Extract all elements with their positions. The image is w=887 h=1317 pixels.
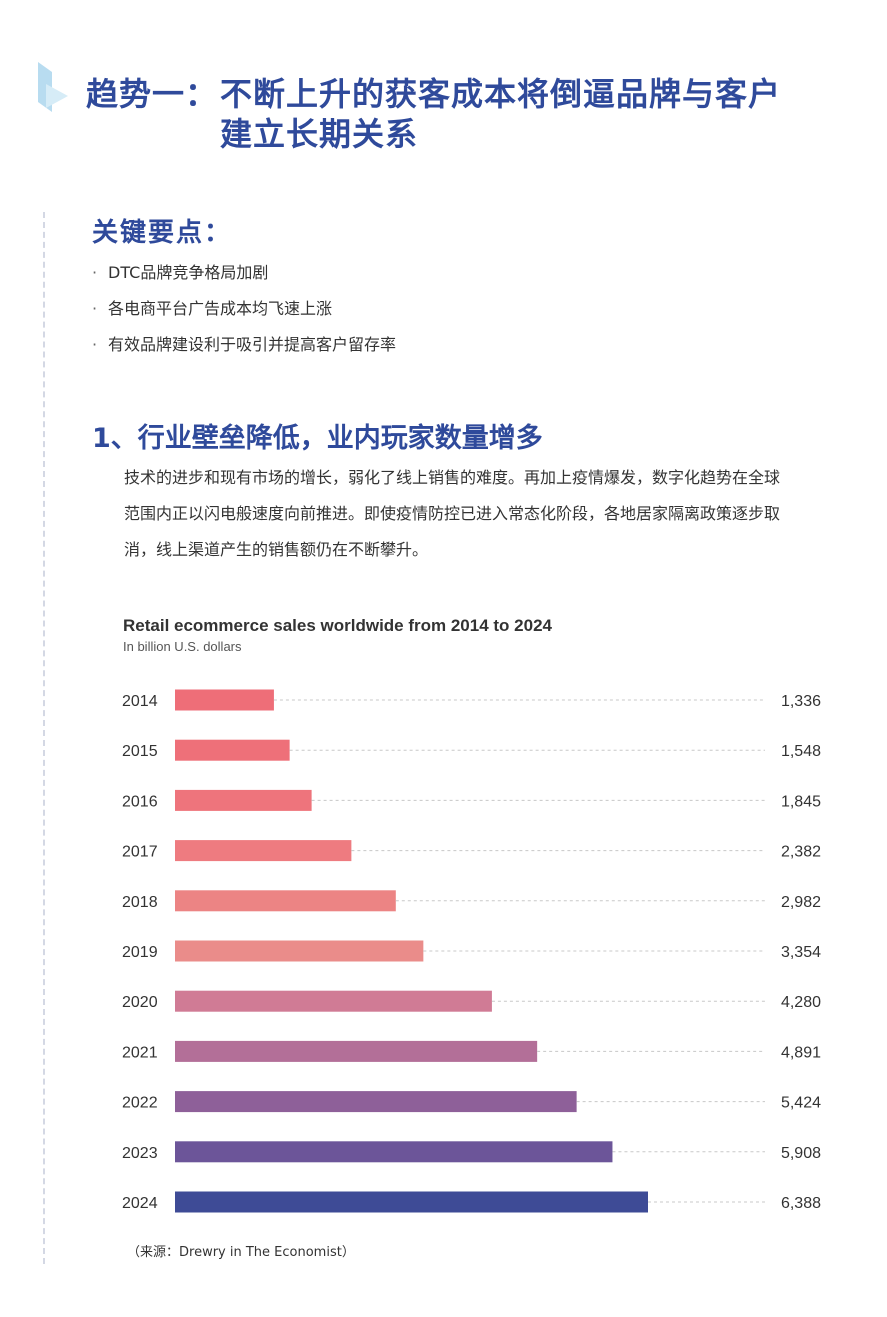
left-dashed-divider bbox=[43, 212, 45, 1264]
bar bbox=[175, 1141, 613, 1163]
year-label: 2022 bbox=[122, 1095, 158, 1112]
bullet-dot-icon: · bbox=[92, 299, 98, 318]
year-label: 2024 bbox=[122, 1195, 158, 1212]
value-label: 2,982 bbox=[781, 894, 821, 911]
bar-chart: 2014 1,336 2015 1,548 2016 1,845 2017 2,382 2018… bbox=[122, 689, 821, 1213]
value-label: 4,891 bbox=[781, 1044, 821, 1061]
bar bbox=[175, 739, 290, 761]
value-label: 4,280 bbox=[781, 994, 821, 1011]
key-point-item: · 各电商平台广告成本均飞速上涨 bbox=[92, 298, 396, 334]
key-points-list: · DTC品牌竞争格局加剧 · 各电商平台广告成本均飞速上涨 · 有效品牌建设利于吸引… bbox=[92, 262, 396, 370]
chart-title: Retail ecommerce sales worldwide from 20… bbox=[123, 616, 552, 635]
page-title-prefix: 趋势一： bbox=[86, 75, 219, 113]
year-label: 2017 bbox=[122, 844, 158, 861]
value-label: 1,845 bbox=[781, 793, 821, 810]
year-label: 2016 bbox=[122, 793, 158, 810]
bar bbox=[175, 940, 424, 962]
value-label: 3,354 bbox=[781, 944, 821, 961]
paragraph-line: 技术的进步和现有市场的增长，弱化了线上销售的难度。再加上疫情爆发，数字化趋势在全… bbox=[124, 468, 781, 487]
section-title: 1、行业壁垒降低，业内玩家数量增多 bbox=[92, 423, 543, 454]
bullet-dot-icon: · bbox=[92, 335, 98, 354]
year-label: 2014 bbox=[122, 693, 158, 710]
bar bbox=[175, 1091, 577, 1113]
bar bbox=[175, 789, 312, 811]
value-label: 1,336 bbox=[781, 693, 821, 710]
value-label: 1,548 bbox=[781, 743, 821, 760]
heading-decoration-icon bbox=[38, 62, 74, 122]
key-point-item: · DTC品牌竞争格局加剧 bbox=[92, 262, 396, 298]
source-note: （来源：Drewry in The Economist） bbox=[127, 1245, 355, 1260]
paragraph-line: 范围内正以闪电般速度向前推进。即使疫情防控已进入常态化阶段，各地居家隔离政策逐步… bbox=[124, 504, 781, 523]
year-label: 2021 bbox=[122, 1044, 158, 1061]
key-point-text: 有效品牌建设利于吸引并提高客户留存率 bbox=[108, 335, 397, 354]
chart-subtitle: In billion U.S. dollars bbox=[123, 639, 242, 654]
bar bbox=[175, 1191, 648, 1213]
key-point-text: 各电商平台广告成本均飞速上涨 bbox=[108, 299, 333, 318]
paragraph-line: 消，线上渠道产生的销售额仍在不断攀升。 bbox=[124, 540, 429, 559]
value-label: 2,382 bbox=[781, 844, 821, 861]
bar bbox=[175, 1040, 538, 1062]
bullet-dot-icon: · bbox=[92, 263, 98, 282]
bar bbox=[175, 689, 274, 711]
year-label: 2018 bbox=[122, 894, 158, 911]
year-label: 2019 bbox=[122, 944, 158, 961]
bar bbox=[175, 890, 396, 912]
bar bbox=[175, 840, 352, 862]
page-title-line2: 建立长期关系 bbox=[220, 115, 419, 153]
value-label: 5,908 bbox=[781, 1145, 821, 1162]
value-label: 6,388 bbox=[781, 1195, 821, 1212]
key-points-title: 关键要点： bbox=[92, 218, 233, 248]
key-point-item: · 有效品牌建设利于吸引并提高客户留存率 bbox=[92, 334, 396, 370]
year-label: 2020 bbox=[122, 994, 158, 1011]
bar bbox=[175, 990, 492, 1012]
value-label: 5,424 bbox=[781, 1095, 821, 1112]
key-point-text: DTC品牌竞争格局加剧 bbox=[108, 263, 269, 282]
page-title-line1: 不断上升的获客成本将倒逼品牌与客户 bbox=[220, 75, 782, 113]
section-paragraph: 技术的进步和现有市场的增长，弱化了线上销售的难度。再加上疫情爆发，数字化趋势在全… bbox=[124, 460, 854, 568]
year-label: 2015 bbox=[122, 743, 158, 760]
year-label: 2023 bbox=[122, 1145, 158, 1162]
